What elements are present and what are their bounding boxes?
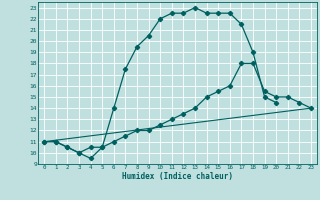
X-axis label: Humidex (Indice chaleur): Humidex (Indice chaleur): [122, 172, 233, 181]
